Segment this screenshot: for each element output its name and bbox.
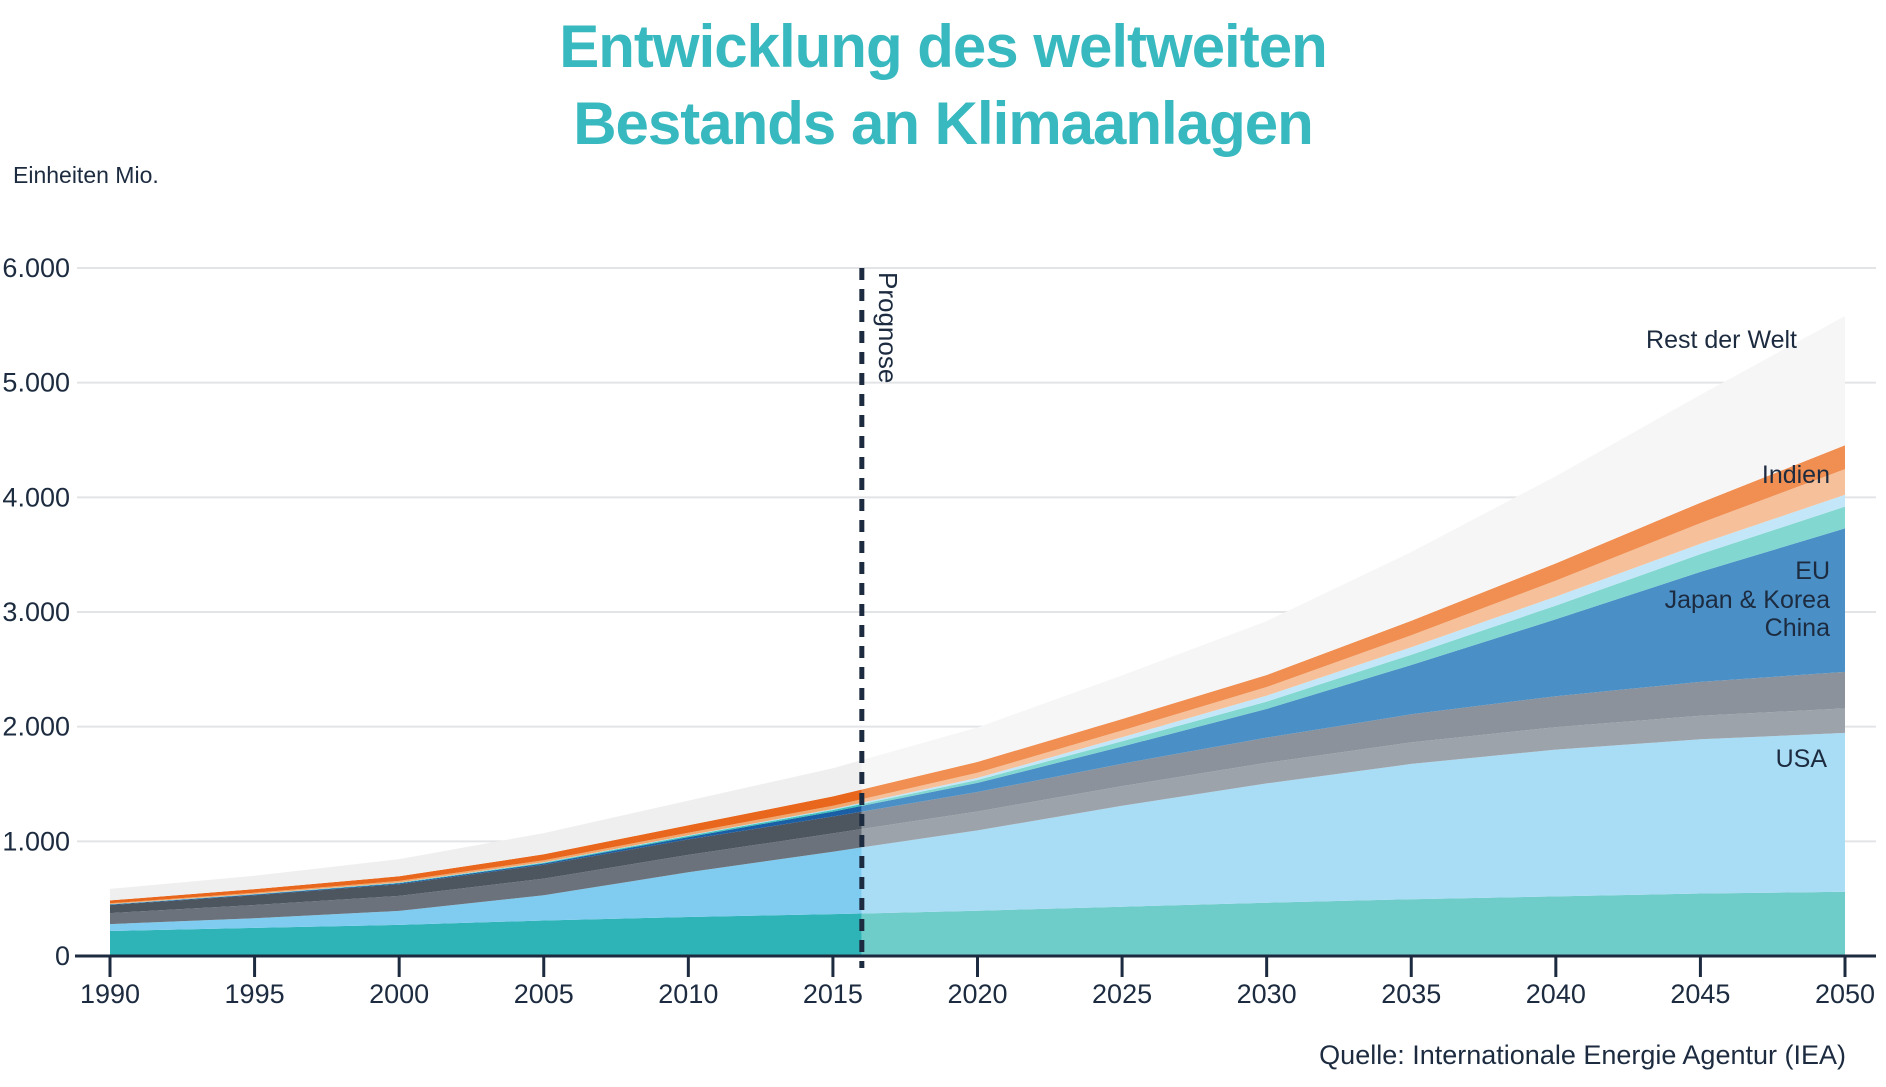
series-label-eu: EU: [1795, 557, 1830, 585]
x-tick-label-2045: 2045: [1670, 979, 1730, 1009]
area-indien-forecast: [861, 528, 1845, 812]
x-tick-label-2020: 2020: [947, 979, 1007, 1009]
page-title-line2: Bestands an Klimaanlagen: [573, 90, 1314, 157]
y-axis-unit-label: Einheiten Mio.: [13, 162, 159, 188]
y-tick-label-2000: 2.000: [2, 712, 70, 742]
page-title: Entwicklung des weltweiten Bestands an K…: [0, 8, 1886, 162]
series-label-china: China: [1764, 614, 1830, 642]
area-japan-korea-forecast: [861, 708, 1845, 848]
y-tick-label-1000: 1.000: [2, 826, 70, 856]
area-usa-forecast: [861, 891, 1845, 956]
series-label-japan-korea: Japan & Korea: [1664, 586, 1830, 614]
x-tick-label-2010: 2010: [658, 979, 718, 1009]
x-tick-label-2005: 2005: [514, 979, 574, 1009]
x-tick-label-1990: 1990: [80, 979, 140, 1009]
series-label-indien: Indien: [1761, 461, 1830, 489]
prognose-label: Prognose: [873, 272, 903, 384]
area-japan-korea-historical: [110, 829, 862, 925]
y-tick-label-6000: 6.000: [2, 253, 70, 283]
x-tick-label-2035: 2035: [1381, 979, 1441, 1009]
area-china-historical: [110, 847, 862, 931]
area-eu-historical: [110, 811, 862, 914]
source-attribution: Quelle: Internationale Energie Agentur (…: [1319, 1040, 1846, 1070]
x-tick-label-2040: 2040: [1526, 979, 1586, 1009]
area-eu-forecast: [861, 671, 1845, 829]
y-tick-label-0: 0: [55, 941, 70, 971]
y-tick-label-5000: 5.000: [2, 368, 70, 398]
area-usa-historical: [110, 913, 862, 956]
x-tick-label-2050: 2050: [1815, 979, 1875, 1009]
page-title-line1: Entwicklung des weltweiten: [559, 13, 1327, 80]
x-tick-label-2030: 2030: [1237, 979, 1297, 1009]
series-label-usa: USA: [1775, 745, 1827, 773]
x-tick-label-2015: 2015: [803, 979, 863, 1009]
x-tick-label-1995: 1995: [225, 979, 285, 1009]
area-china-forecast: [861, 732, 1845, 914]
y-tick-label-4000: 4.000: [2, 482, 70, 512]
area-rest-der-welt-forecast: [861, 316, 1845, 790]
y-tick-label-3000: 3.000: [2, 597, 70, 627]
series-label-rest-der-welt: Rest der Welt: [1646, 326, 1797, 354]
area-rest-der-welt-historical: [110, 760, 862, 901]
x-tick-label-2000: 2000: [369, 979, 429, 1009]
x-tick-label-2025: 2025: [1092, 979, 1152, 1009]
